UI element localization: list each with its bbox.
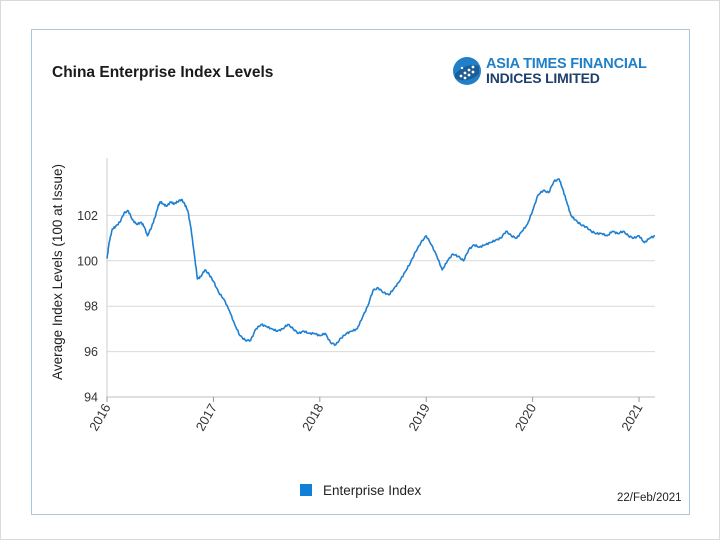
chart-title: China Enterprise Index Levels [52,64,274,81]
x-tick-label: 2020 [512,401,539,434]
series-layer [106,178,656,346]
x-tick-label: 2019 [405,401,432,434]
axes [106,158,655,402]
y-tick-label: 102 [77,209,98,223]
date-stamp: 22/Feb/2021 [617,492,682,504]
y-tick-label: 100 [77,254,98,268]
legend-swatch [300,484,312,496]
logo-text-line2: INDICES LIMITED [486,70,600,86]
company-logo: ASIA TIMES FINANCIAL INDICES LIMITED [452,56,662,88]
y-tick-label: 98 [84,300,98,314]
series-line-enterprise-index [106,178,656,346]
chart-frame [31,29,690,515]
legend: Enterprise Index [300,482,421,498]
logo-text-line1: ASIA TIMES FINANCIAL [486,56,647,72]
x-tick-label: 2017 [193,401,220,434]
gridlines [107,214,655,353]
x-tick-label: 2018 [299,401,326,434]
x-tick-label: 2021 [618,401,645,434]
y-axis-label: Average Index Levels (100 at Issue) [50,164,65,380]
y-tick-label: 96 [84,345,98,359]
x-tick-label: 2016 [86,401,113,434]
logo-globe-icon [453,57,481,85]
y-tick-label: 94 [84,391,98,405]
legend-label: Enterprise Index [323,482,422,498]
